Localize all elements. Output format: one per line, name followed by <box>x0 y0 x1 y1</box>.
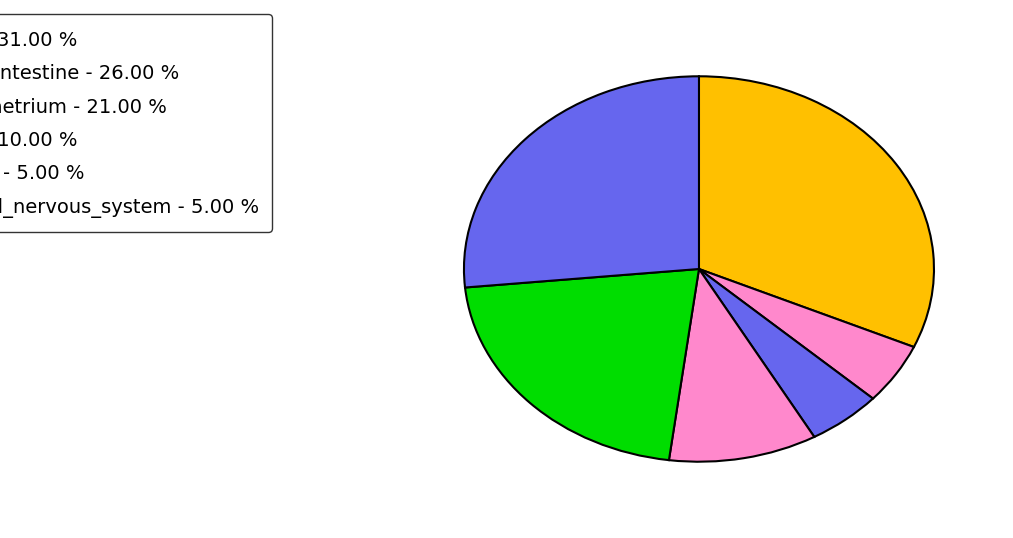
Wedge shape <box>699 76 934 347</box>
Wedge shape <box>464 76 699 287</box>
Wedge shape <box>699 269 914 399</box>
Legend: lung - 31.00 %, large_intestine - 26.00 %, endometrium - 21.00 %, liver - 10.00 : lung - 31.00 %, large_intestine - 26.00 … <box>0 14 272 232</box>
Wedge shape <box>465 269 699 460</box>
Wedge shape <box>669 269 814 462</box>
Wedge shape <box>699 269 873 437</box>
